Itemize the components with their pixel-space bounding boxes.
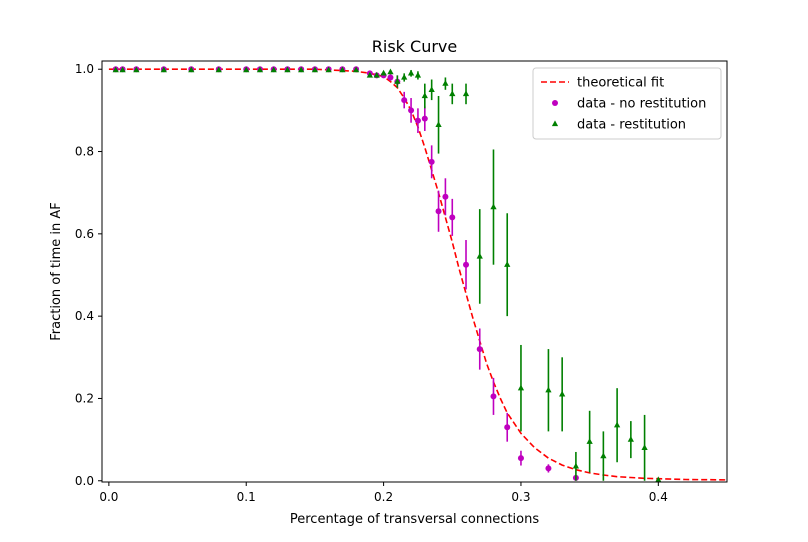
restitution-point xyxy=(421,92,428,99)
x-tick-label: 0.1 xyxy=(237,490,256,504)
restitution-point xyxy=(133,66,140,73)
no-restitution-point xyxy=(504,424,511,431)
restitution-point xyxy=(490,203,497,210)
restitution-point xyxy=(366,71,373,78)
no-restitution-point xyxy=(490,393,497,400)
restitution-point xyxy=(435,121,442,127)
restitution-point xyxy=(428,86,435,92)
no-restitution-point xyxy=(449,214,456,221)
legend-label-no-restitution: data - no restitution xyxy=(577,97,706,112)
restitution-point xyxy=(243,66,250,73)
restitution-point xyxy=(256,66,264,73)
restitution-point xyxy=(559,390,566,397)
restitution-point xyxy=(188,66,195,73)
chart-title: Risk Curve xyxy=(372,37,457,56)
plot-frame xyxy=(101,60,728,483)
restitution-point xyxy=(462,90,470,97)
restitution-point xyxy=(600,452,607,459)
y-tick-label: 0.6 xyxy=(75,227,94,241)
axes-layer: 0.0 0.1 0.2 0.3 0.4 0.0 0.2 0.4 0.6 0.8 1.0 xyxy=(75,62,668,504)
restitution-point xyxy=(284,66,291,73)
legend-swatch-no-restitution xyxy=(552,100,558,106)
restitution-point xyxy=(586,438,593,444)
restitution-point xyxy=(613,421,621,428)
y-tick-label: 0.0 xyxy=(75,474,94,488)
restitution-point xyxy=(339,66,346,73)
no-restitution-point xyxy=(401,97,408,104)
legend-swatch-restitution xyxy=(551,120,559,127)
y-tick-label: 0.8 xyxy=(75,145,94,159)
no-restitution-point xyxy=(545,465,552,472)
restitution-point xyxy=(414,71,422,78)
restitution-point xyxy=(655,476,662,482)
x-tick-label: 0.4 xyxy=(649,490,668,504)
restitution-point xyxy=(298,66,305,73)
restitution-point xyxy=(476,252,483,259)
y-axis-label: Fraction of time in AF xyxy=(49,202,64,341)
restitution-point xyxy=(641,444,648,451)
restitution-point xyxy=(545,386,552,393)
restitution-point xyxy=(407,69,415,76)
restitution-point xyxy=(627,436,634,442)
legend-label-fit: theoretical fit xyxy=(577,76,664,91)
y-tick-label: 0.4 xyxy=(75,309,94,323)
y-tick-label: 0.2 xyxy=(75,391,94,405)
no-restitution-point xyxy=(517,455,524,462)
restitution-point xyxy=(504,261,511,267)
no-restitution-point xyxy=(387,74,394,81)
restitution-point xyxy=(572,462,580,469)
theoretical-fit-line xyxy=(108,68,727,481)
legend-box xyxy=(532,67,722,140)
restitution-point xyxy=(215,66,222,73)
restitution-point xyxy=(119,66,126,73)
no-restitution-point xyxy=(408,107,415,114)
x-tick-label: 0.2 xyxy=(374,490,393,504)
restitution-point xyxy=(394,77,401,84)
no-restitution-point xyxy=(463,261,470,268)
restitution-point xyxy=(160,66,167,73)
no-restitution-point xyxy=(435,208,442,215)
x-axis-label: Percentage of transversal connections xyxy=(290,512,539,527)
restitution-point xyxy=(325,66,332,73)
legend: theoretical fit data - no restitution data… xyxy=(532,67,722,140)
restitution-point xyxy=(442,80,449,86)
no-restitution-point xyxy=(442,193,449,200)
legend-label-restitution: data - restitution xyxy=(577,118,686,133)
restitution-point xyxy=(311,66,319,73)
restitution-point xyxy=(401,73,408,80)
clipped-data xyxy=(108,66,727,482)
x-tick-label: 0.3 xyxy=(511,490,530,504)
restitution-point xyxy=(373,71,380,78)
no-restitution-point xyxy=(414,117,421,124)
x-tick-label: 0.0 xyxy=(99,490,118,504)
data-layer xyxy=(108,66,727,482)
restitution-point xyxy=(380,69,387,76)
restitution-point xyxy=(449,90,456,97)
restitution-point xyxy=(387,68,394,75)
restitution-point xyxy=(270,66,277,73)
no-restitution-point xyxy=(428,158,435,165)
restitution-point xyxy=(112,66,119,73)
no-restitution-point xyxy=(476,346,483,353)
restitution-point xyxy=(517,384,525,391)
no-restitution-point xyxy=(421,115,428,122)
y-tick-label: 1.0 xyxy=(75,62,94,76)
restitution-point xyxy=(352,66,360,73)
